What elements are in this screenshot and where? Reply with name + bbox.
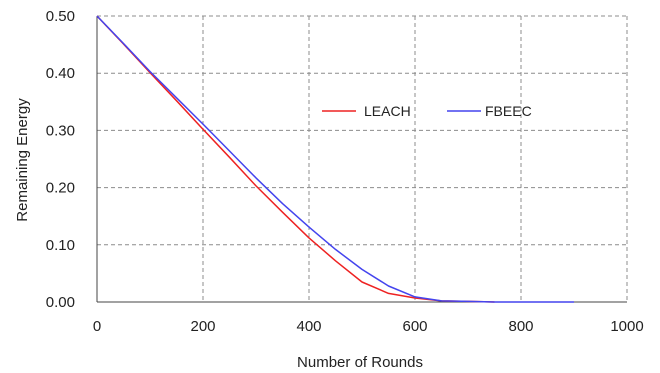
x-tick-label: 600 <box>402 318 427 335</box>
x-tick-label: 400 <box>296 318 321 335</box>
grid <box>97 15 628 302</box>
x-axis-title: Number of Rounds <box>297 354 423 371</box>
x-tick-label: 0 <box>93 318 101 335</box>
x-tick-label: 1000 <box>610 318 643 335</box>
legend-label-fbeec: FBEEC <box>485 103 532 119</box>
y-tick-label: 0.10 <box>46 237 75 254</box>
x-tick-label: 800 <box>508 318 533 335</box>
y-tick-label: 0.50 <box>46 8 75 25</box>
tick-labels: 0 200 400 600 800 1000 0.00 0.10 0.20 0.30 0.40 0.5… <box>46 8 644 335</box>
series-line-fbeec <box>96 15 574 303</box>
legend: LEACH FBEEC <box>322 103 532 119</box>
y-tick-label: 0.30 <box>46 122 75 139</box>
y-tick-label: 0.00 <box>46 294 75 311</box>
x-tick-label: 200 <box>190 318 215 335</box>
y-axis-title: Remaining Energy <box>14 98 31 222</box>
series-line-leach <box>96 15 495 303</box>
legend-label-leach: LEACH <box>364 103 411 119</box>
y-tick-label: 0.40 <box>46 65 75 82</box>
axes <box>96 16 627 303</box>
series-lines <box>96 15 574 303</box>
y-tick-label: 0.20 <box>46 180 75 197</box>
